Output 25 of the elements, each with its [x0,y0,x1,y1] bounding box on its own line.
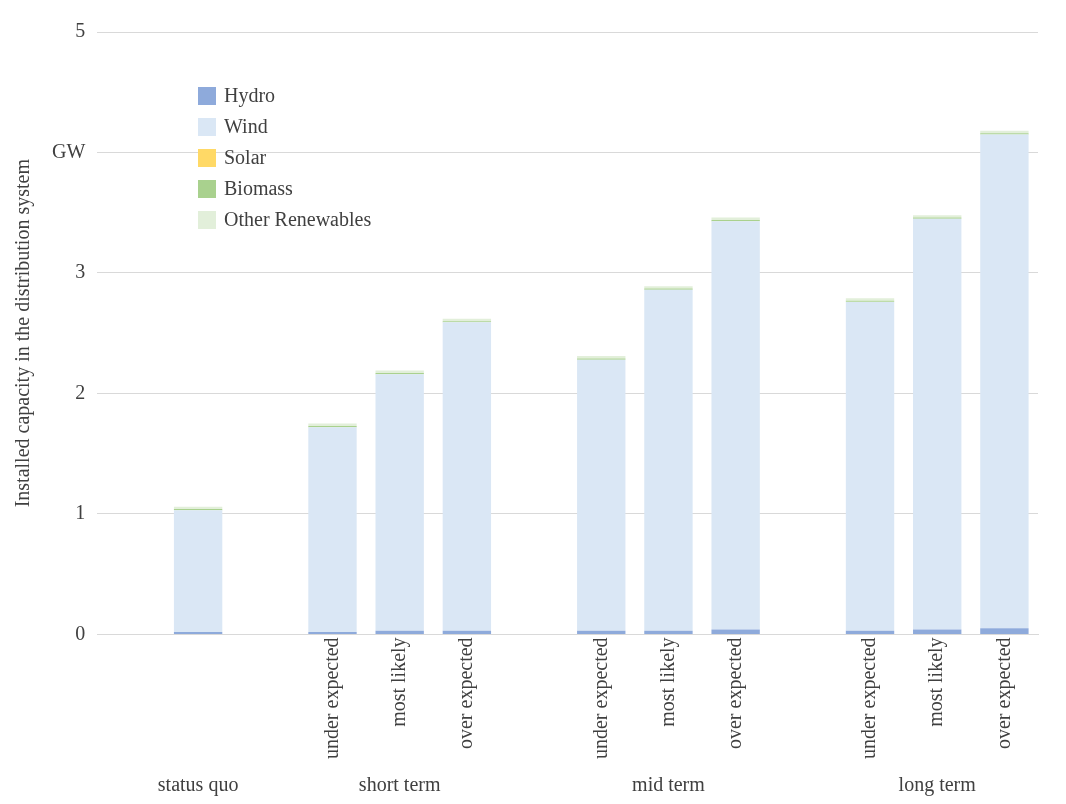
legend-label: Wind [224,114,268,139]
y-tick-label: 5 [75,19,86,42]
x-tick-label: under expected [319,637,343,760]
x-tick-label: most likely [386,637,410,727]
y-tick-label: GW [51,139,86,162]
y-axis-title: Installed capacity in the distribution system [11,158,35,508]
legend-label: Solar [224,145,267,170]
legend-label: Hydro [224,83,276,109]
x-tick-label: over expected [454,637,478,750]
x-tick-label: over expected [991,637,1015,750]
x-tick-label: most likely [924,637,948,727]
legend-label: Other Renewables [224,207,372,232]
x-tick-label: over expected [722,637,746,750]
text: short term [358,773,441,796]
x-tick-label: under expected [588,637,612,760]
x-tick-label: most likely [655,637,679,727]
text: mid term [632,773,706,796]
legend-label: Biomass [224,176,293,201]
x-tick-label: under expected [857,637,881,760]
text: long term [898,773,977,797]
y-tick-label: 0 [75,621,86,644]
y-tick-label: 2 [75,380,86,403]
y-tick-label: 3 [75,260,86,283]
text: status quo [157,773,239,797]
y-tick-label: 1 [75,501,86,524]
